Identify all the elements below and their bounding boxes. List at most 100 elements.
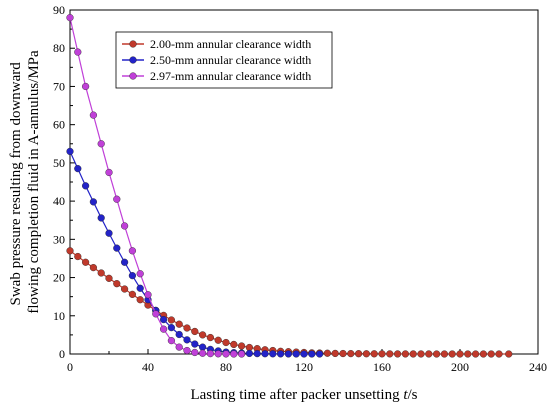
data-point (66, 147, 74, 156)
x-axis: 0 40 80 120 160 200 240 (67, 349, 547, 374)
data-point (128, 290, 137, 298)
data-point (175, 343, 183, 351)
legend-label: 2.00-mm annular clearance width (150, 37, 311, 51)
data-point (472, 350, 480, 358)
data-point (97, 140, 105, 148)
data-point (378, 350, 386, 358)
data-point (120, 258, 129, 266)
legend: 2.00-mm annular clearance width 2.50-mm a… (115, 31, 333, 89)
data-point (300, 350, 308, 358)
data-point (167, 324, 176, 332)
data-point (191, 340, 199, 348)
y-tick-label: 20 (53, 271, 65, 285)
data-point (505, 350, 513, 358)
x-tick-label: 160 (373, 360, 391, 374)
data-point (66, 247, 74, 255)
data-point (206, 350, 215, 358)
data-point (183, 346, 191, 355)
data-point (316, 350, 324, 358)
y-tick-label: 60 (53, 118, 65, 132)
data-point (136, 284, 144, 292)
y-axis: 0 10 20 30 40 50 60 70 80 90 (53, 3, 75, 361)
data-point (355, 350, 363, 358)
data-point (191, 327, 199, 336)
series-line (69, 250, 509, 355)
series-layer (66, 14, 513, 358)
data-point (136, 296, 144, 304)
x-tick-label: 0 (67, 360, 73, 374)
data-point (214, 350, 222, 358)
x-tick-label: 200 (451, 360, 469, 374)
data-point (152, 310, 160, 318)
data-point (128, 247, 137, 255)
series-3 (66, 14, 246, 358)
data-point (66, 14, 74, 22)
data-point (214, 336, 222, 344)
data-point (269, 350, 277, 358)
data-point (105, 229, 113, 237)
data-point (433, 350, 441, 358)
data-point (323, 349, 332, 357)
x-axis-title: Lasting time after packer unsetting t/s (190, 387, 417, 403)
data-point (120, 285, 129, 293)
data-point (175, 330, 183, 339)
data-point (199, 343, 207, 351)
data-point (347, 350, 355, 358)
data-point (230, 340, 238, 349)
y-tick-label: 0 (59, 347, 65, 361)
y-tick-label: 30 (53, 232, 65, 246)
data-point (487, 350, 495, 358)
data-point (199, 331, 207, 339)
data-point (175, 320, 183, 328)
data-point (331, 349, 339, 358)
data-point (284, 350, 293, 358)
data-point (74, 252, 82, 261)
data-point (261, 350, 269, 358)
data-point (81, 258, 90, 266)
legend-swatch-marker (129, 40, 137, 48)
data-point (409, 350, 417, 358)
data-point (362, 350, 371, 358)
y-tick-label: 70 (53, 79, 65, 93)
data-point (230, 350, 238, 358)
data-point (160, 316, 168, 324)
series-2 (66, 147, 324, 358)
data-point (292, 350, 300, 358)
y-axis-title: Swab pressure resulting from downward fl… (8, 50, 42, 314)
y-tick-label: 10 (53, 309, 65, 323)
data-point (222, 350, 230, 358)
data-point (97, 214, 105, 222)
data-point (206, 333, 215, 342)
data-point (183, 324, 191, 332)
data-point (81, 182, 90, 190)
data-point (81, 82, 90, 91)
legend-item: 2.50-mm annular clearance width (122, 53, 311, 67)
data-point (464, 350, 472, 358)
legend-label: 2.97-mm annular clearance width (150, 69, 311, 83)
data-point (386, 350, 394, 358)
x-tick-label: 120 (295, 360, 313, 374)
x-axis-title-variable: t (403, 387, 408, 403)
data-point (222, 338, 230, 347)
data-point (105, 168, 113, 177)
data-point (245, 349, 254, 358)
data-point (238, 342, 246, 350)
x-axis-title-unit: /s (408, 387, 418, 403)
y-tick-label: 50 (53, 156, 65, 170)
data-point (401, 350, 410, 358)
data-point (339, 349, 347, 358)
legend-label: 2.50-mm annular clearance width (150, 53, 311, 67)
series-line (69, 151, 320, 355)
data-point (167, 337, 176, 345)
y-tick-label: 40 (53, 194, 65, 208)
data-point (89, 264, 98, 272)
x-tick-label: 40 (142, 360, 154, 374)
data-point (417, 350, 425, 358)
x-tick-label: 80 (220, 360, 232, 374)
data-point (183, 336, 191, 344)
data-point (199, 349, 207, 357)
data-point (440, 350, 449, 358)
data-point (97, 269, 105, 277)
x-axis-title-text: Lasting time after packer unsetting (190, 387, 403, 403)
